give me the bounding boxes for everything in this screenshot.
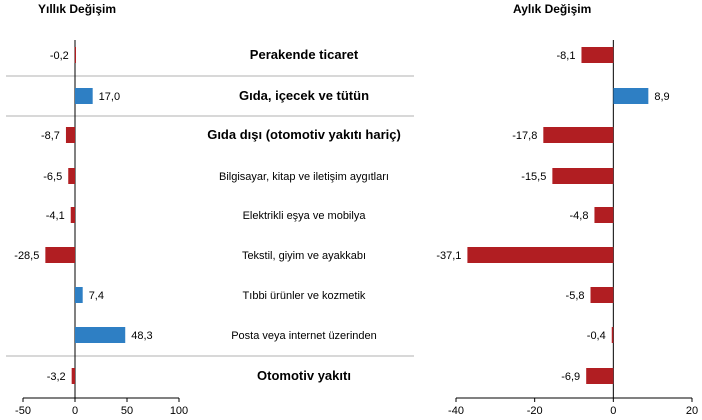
category-label: Elektrikli eşya ve mobilya	[243, 210, 367, 222]
bar	[552, 168, 614, 184]
data-label: -8,1	[557, 50, 576, 62]
bar	[586, 368, 614, 384]
bar	[75, 287, 83, 303]
x-tick-label: 20	[686, 405, 698, 417]
left-panel-annual-change: -50 0 50 100 -0,2 17,0 -8,7 -6,5 -4,1 -28,5 7,4 48,…	[14, 40, 188, 417]
bar	[467, 247, 614, 263]
data-label: -37,1	[436, 250, 461, 262]
bar	[45, 247, 75, 263]
category-label: Tıbbi ürünler ve kozmetik	[243, 290, 366, 302]
x-tick-label: 100	[170, 405, 188, 417]
bar	[68, 168, 75, 184]
data-label: -28,5	[14, 250, 39, 262]
bar	[75, 327, 126, 343]
data-label: -5,8	[566, 290, 585, 302]
bar	[71, 368, 75, 384]
data-label: 48,3	[131, 330, 152, 342]
data-label: -4,1	[46, 210, 65, 222]
x-tick-label: 0	[72, 405, 78, 417]
bar	[611, 327, 614, 343]
x-tick-label: -50	[15, 405, 31, 417]
bar	[543, 127, 614, 143]
data-label: -0,4	[587, 330, 606, 342]
category-labels: Perakende ticaret Gıda, içecek ve tütün Gı…	[207, 47, 401, 383]
left-panel-title: Yıllık Değişim	[38, 2, 116, 16]
bar	[590, 287, 614, 303]
data-label: -3,2	[47, 371, 66, 383]
bar	[75, 88, 93, 104]
category-label: Gıda, içecek ve tütün	[239, 88, 369, 103]
data-label: 7,4	[89, 290, 104, 302]
bar	[594, 207, 614, 223]
data-label: 8,9	[654, 91, 669, 103]
data-label: -8,7	[41, 130, 60, 142]
data-label: 17,0	[99, 91, 120, 103]
data-label: -0,2	[50, 50, 69, 62]
data-label: -15,5	[521, 171, 546, 183]
category-label: Perakende ticaret	[250, 47, 359, 62]
right-panel-monthly-change: -40 -20 0 20 -8,1 8,9 -17,8 -15,5 -4,8 -37,1 -5,8 -…	[436, 40, 698, 417]
x-tick-label: 50	[121, 405, 133, 417]
data-label: -6,5	[43, 171, 62, 183]
category-label: Tekstil, giyim ve ayakkabı	[242, 250, 366, 262]
x-tick-label: -20	[527, 405, 543, 417]
x-tick-label: 0	[610, 405, 616, 417]
data-label: -17,8	[512, 130, 537, 142]
data-label: -6,9	[561, 371, 580, 383]
bar	[70, 207, 75, 223]
bar	[74, 47, 76, 63]
right-panel-title: Aylık Değişim	[513, 2, 591, 16]
category-label: Gıda dışı (otomotiv yakıtı hariç)	[207, 127, 401, 142]
category-label: Otomotiv yakıtı	[257, 368, 351, 383]
category-label: Posta veya internet üzerinden	[231, 330, 377, 342]
row-separators	[6, 75, 414, 357]
data-label: -4,8	[569, 210, 588, 222]
bar	[613, 88, 649, 104]
bar	[581, 47, 614, 63]
x-tick-label: -40	[448, 405, 464, 417]
category-label: Bilgisayar, kitap ve iletişim aygıtları	[219, 171, 389, 183]
bar	[65, 127, 75, 143]
